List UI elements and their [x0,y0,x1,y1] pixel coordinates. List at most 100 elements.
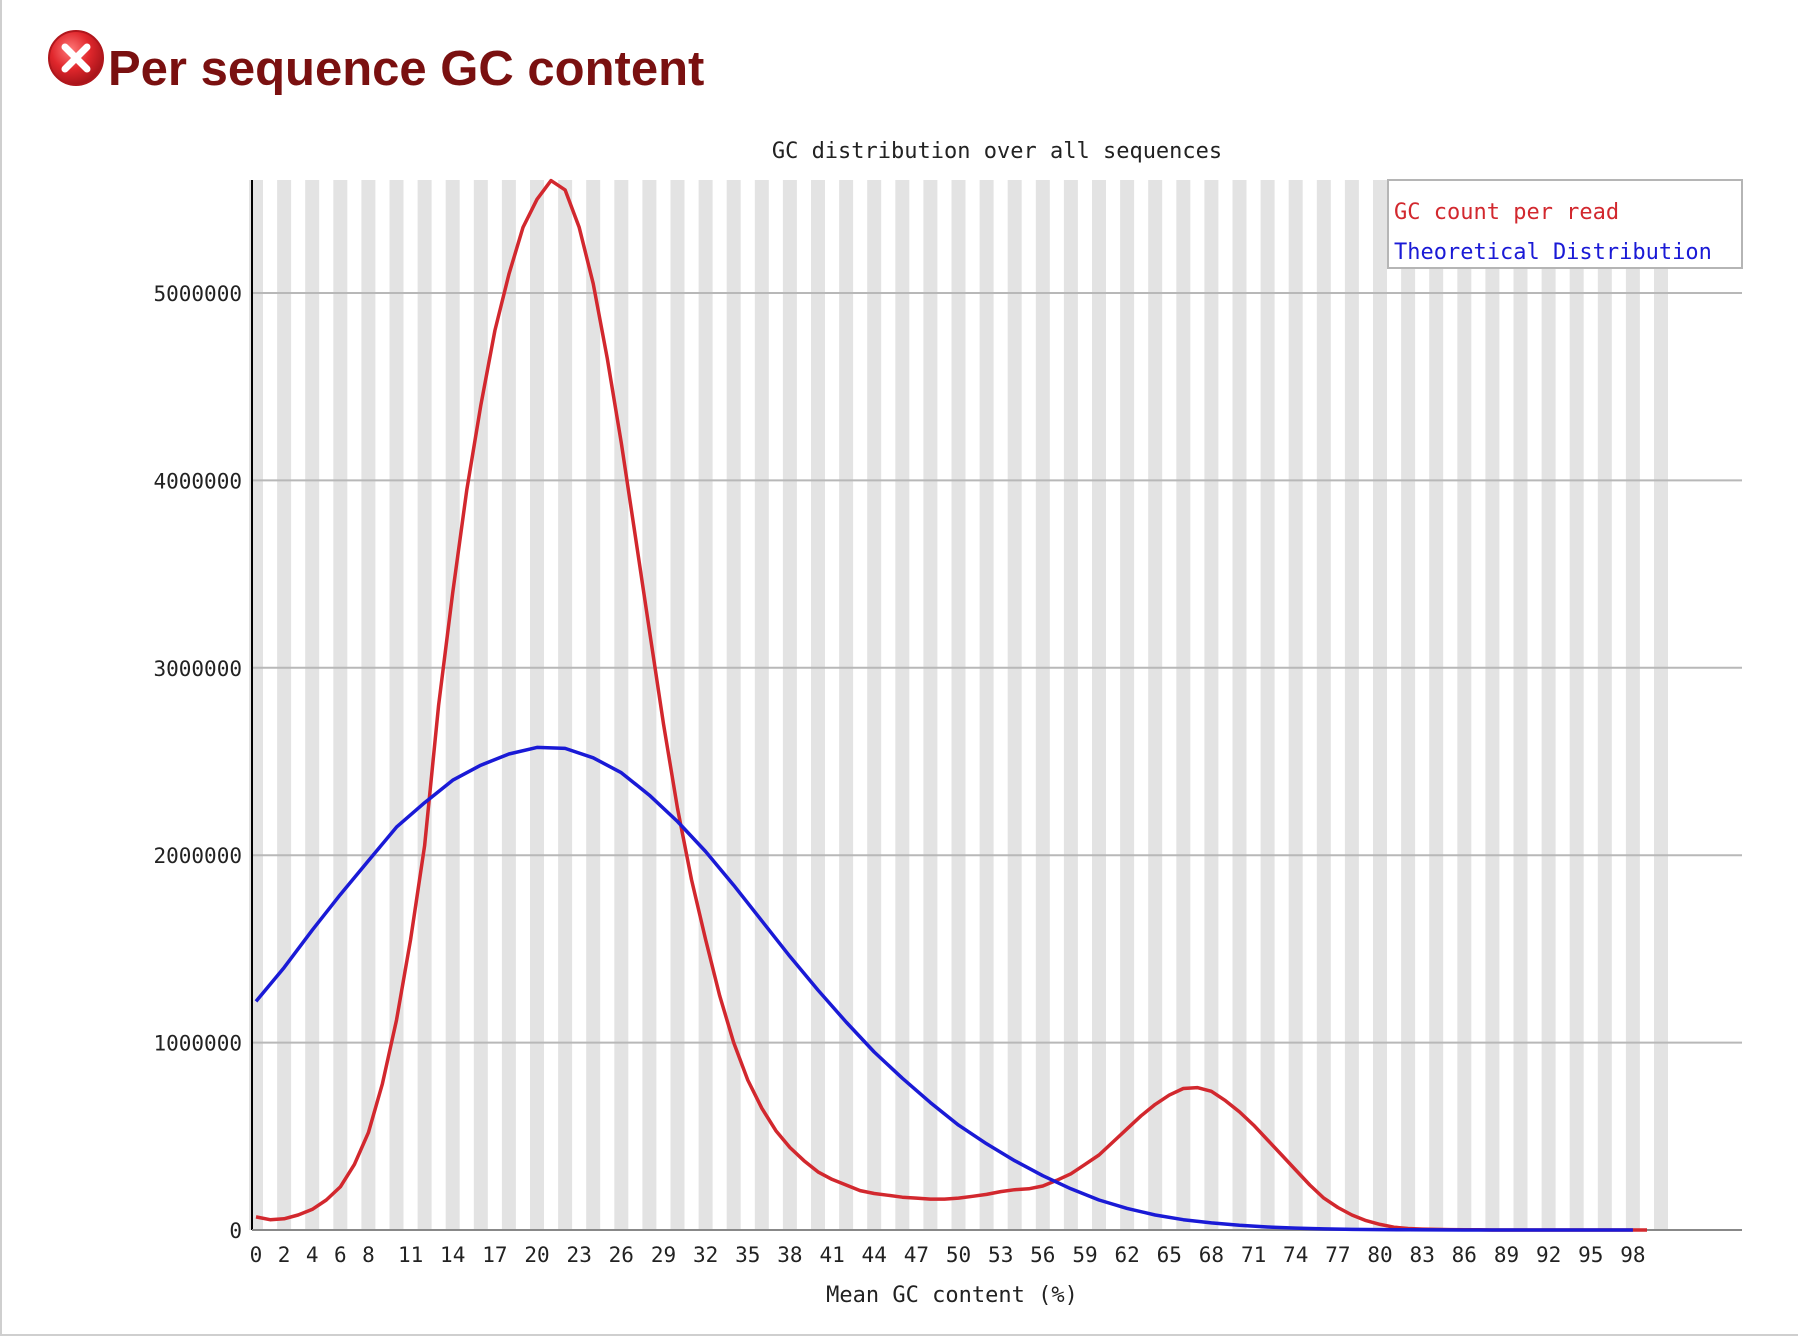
grid-band [530,180,544,1230]
x-tick-label: 0 [250,1243,263,1267]
grid-band [473,180,488,1230]
x-tick-label: 92 [1536,1243,1561,1267]
grid-band [445,180,460,1230]
x-tick-label: 38 [777,1243,802,1267]
x-tick-label: 23 [567,1243,592,1267]
grid-band [389,180,404,1230]
legend-item-theoretical: Theoretical Distribution [1394,240,1712,265]
grid-band [1654,180,1668,1230]
x-tick-label: 47 [904,1243,929,1267]
x-tick-label: 53 [988,1243,1013,1267]
grid-band [979,180,994,1230]
grid-band [811,180,825,1230]
x-tick-label: 80 [1367,1243,1392,1267]
x-tick-label: 71 [1241,1243,1266,1267]
grid-band [558,180,573,1230]
legend-item-gc-count: GC count per read [1394,200,1619,225]
y-tick-label: 3000000 [153,657,242,681]
x-tick-label: 29 [651,1243,676,1267]
grid-band [1288,180,1303,1230]
y-tick-label: 4000000 [153,469,242,493]
legend-box [1387,179,1743,269]
x-tick-label: 2 [278,1243,291,1267]
section-header: Per sequence GC content [46,22,704,94]
x-tick-label: 83 [1410,1243,1435,1267]
y-tick-label: 1000000 [153,1032,242,1056]
grid-band [1260,180,1275,1230]
grid-band [754,180,769,1230]
grid-band [1569,180,1584,1230]
grid-band [1457,180,1472,1230]
grid-band [726,180,741,1230]
grid-band [1204,180,1219,1230]
x-tick-label: 20 [524,1243,549,1267]
grid-band [1625,180,1640,1230]
grid-band [867,180,882,1230]
x-tick-label: 6 [334,1243,347,1267]
error-x-icon [48,30,104,86]
grid-band [1120,180,1135,1230]
x-tick-label: 50 [946,1243,971,1267]
grid-band [1429,180,1444,1230]
x-tick-label: 62 [1114,1243,1139,1267]
x-tick-label: 77 [1325,1243,1350,1267]
x-tick-label: 32 [693,1243,718,1267]
grid-band [1373,180,1387,1230]
x-tick-label: 26 [609,1243,634,1267]
series-lines [254,178,1647,1232]
grid-band [782,180,797,1230]
grid-band [1176,180,1191,1230]
grid-band [1232,180,1247,1230]
grid-band [417,180,432,1230]
grid-band [1035,180,1050,1230]
x-tick-label: 65 [1157,1243,1182,1267]
grid-band [501,180,516,1230]
x-tick-label: 35 [735,1243,760,1267]
y-tick-label: 2000000 [153,844,242,868]
x-tick-label: 74 [1283,1243,1308,1267]
grid-band [333,180,348,1230]
y-tick-label: 0 [229,1219,242,1243]
grid-band [305,180,320,1230]
grid-band [361,180,376,1230]
x-tick-label: 14 [440,1243,465,1267]
grid-band [1401,180,1416,1230]
y-tick-label: 5000000 [153,282,242,306]
y-tick-labels: 0 1000000 2000000 3000000 4000000 5000000 [153,282,242,1243]
chart-title: GC distribution over all sequences [772,139,1222,164]
grid-band [951,180,966,1230]
x-tick-label: 95 [1578,1243,1603,1267]
grid-band [277,180,292,1230]
horizontal-gridlines [252,292,1742,1044]
x-axis-label: Mean GC content (%) [826,1283,1078,1308]
series-line-theoretical [254,745,1633,1232]
grid-band [1148,180,1163,1230]
grid-band [1344,180,1359,1230]
grid-band [586,180,601,1230]
x-tick-label: 8 [362,1243,375,1267]
grid-band [1007,180,1022,1230]
grid-band [923,180,938,1230]
grid-band [839,180,854,1230]
grid-band [642,180,657,1230]
grid-band [670,180,685,1230]
x-tick-label: 11 [398,1243,423,1267]
grid-band [698,180,713,1230]
legend: GC count per read Theoretical Distributi… [1387,179,1743,269]
x-tick-label: 17 [482,1243,507,1267]
grid-band [1513,180,1528,1230]
x-tick-label: 4 [306,1243,319,1267]
x-tick-label: 59 [1072,1243,1097,1267]
grid-band [614,180,629,1230]
x-tick-labels: 0 2 4 6 8 11 14 17 20 23 26 29 32 35 38 41 44 47 50 53 56 59 6… [250,1243,1646,1267]
grid-band [1485,180,1500,1230]
page-title: Per sequence GC content [108,42,705,96]
vertical-bands [249,180,1668,1230]
grid-band [895,180,910,1230]
grid-band [1541,180,1556,1230]
x-tick-label: 68 [1199,1243,1224,1267]
x-tick-label: 86 [1452,1243,1477,1267]
